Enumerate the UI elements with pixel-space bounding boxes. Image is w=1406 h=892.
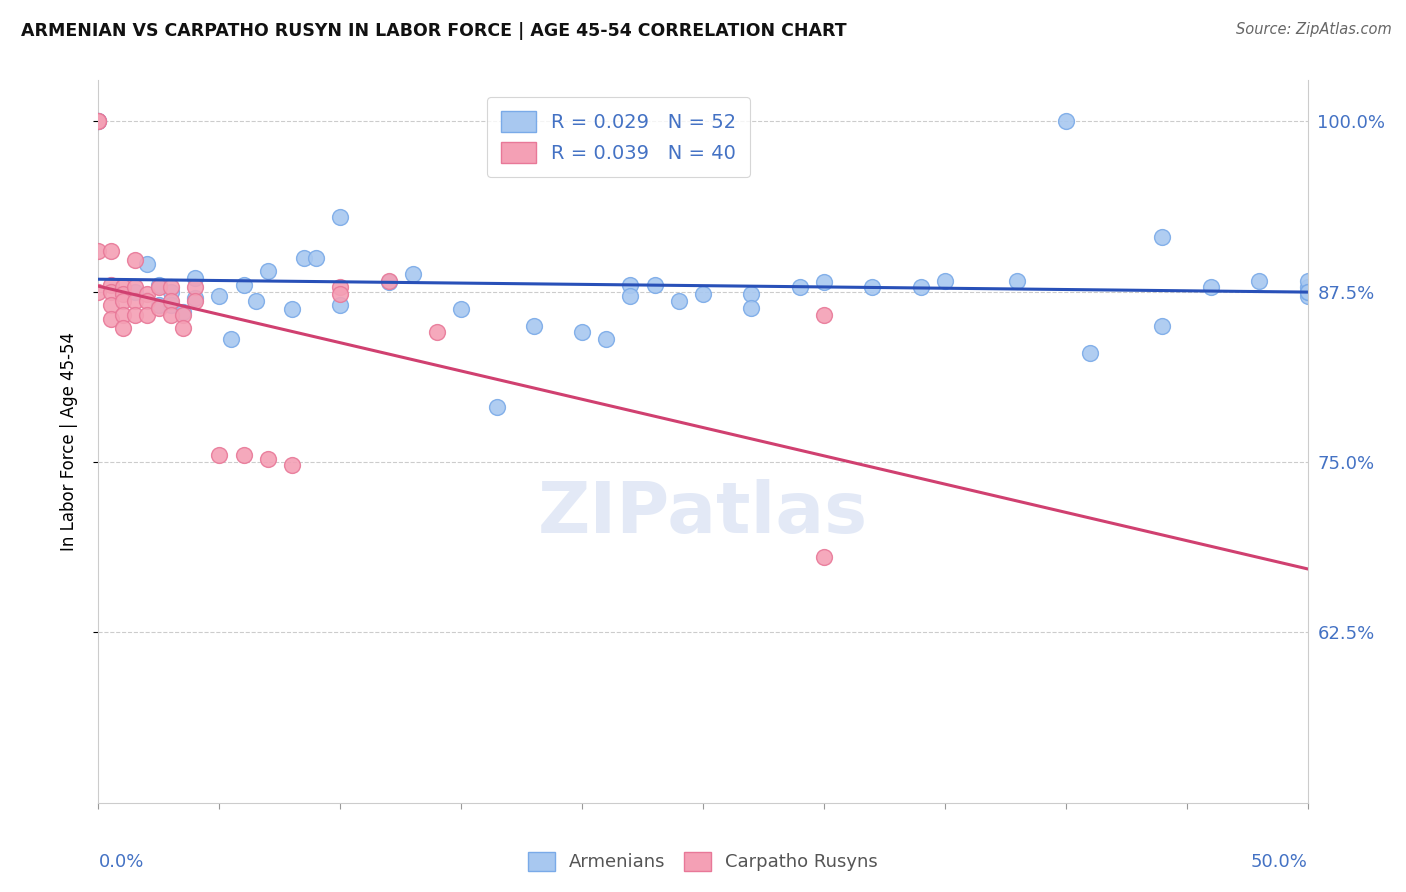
Point — [87, 244, 110, 258]
Point — [87, 114, 110, 128]
Point — [172, 308, 194, 322]
Point — [813, 550, 835, 565]
Point — [292, 251, 315, 265]
Point — [208, 288, 231, 302]
Point — [184, 292, 207, 306]
Point — [1296, 285, 1319, 299]
Point — [281, 302, 304, 317]
Point — [740, 301, 762, 315]
Point — [486, 401, 509, 415]
Point — [619, 288, 641, 302]
Point — [1007, 274, 1029, 288]
Point — [377, 275, 399, 289]
Point — [595, 332, 617, 346]
Point — [100, 311, 122, 326]
Point — [111, 280, 134, 294]
Point — [124, 280, 146, 294]
Point — [87, 114, 110, 128]
Point — [184, 280, 207, 294]
Point — [329, 287, 352, 301]
Point — [232, 277, 254, 292]
Point — [692, 287, 714, 301]
Point — [1054, 114, 1077, 128]
Point — [135, 294, 157, 309]
Point — [100, 277, 122, 292]
Point — [221, 332, 243, 346]
Point — [100, 298, 122, 312]
Point — [1296, 280, 1319, 294]
Point — [1249, 274, 1271, 288]
Point — [813, 308, 835, 322]
Point — [934, 274, 956, 288]
Text: Source: ZipAtlas.com: Source: ZipAtlas.com — [1236, 22, 1392, 37]
Point — [160, 298, 183, 312]
Point — [377, 274, 399, 288]
Point — [160, 308, 183, 322]
Point — [1296, 285, 1319, 299]
Point — [1152, 318, 1174, 333]
Point — [329, 280, 352, 294]
Text: ARMENIAN VS CARPATHO RUSYN IN LABOR FORCE | AGE 45-54 CORRELATION CHART: ARMENIAN VS CARPATHO RUSYN IN LABOR FORC… — [21, 22, 846, 40]
Point — [1152, 230, 1174, 244]
Point — [1078, 346, 1101, 360]
Point — [172, 305, 194, 319]
Point — [148, 298, 170, 312]
Point — [329, 298, 352, 312]
Point — [124, 253, 146, 268]
Point — [232, 448, 254, 462]
Point — [1199, 280, 1222, 294]
Point — [148, 280, 170, 294]
Point — [910, 280, 932, 294]
Point — [1296, 274, 1319, 288]
Point — [100, 285, 122, 299]
Point — [1296, 288, 1319, 302]
Point — [450, 302, 472, 317]
Point — [256, 452, 278, 467]
Text: ZIPatlas: ZIPatlas — [538, 479, 868, 549]
Point — [124, 308, 146, 322]
Point — [135, 287, 157, 301]
Point — [813, 275, 835, 289]
Point — [100, 244, 122, 258]
Point — [87, 114, 110, 128]
Point — [111, 321, 134, 335]
Point — [111, 308, 134, 322]
Point — [87, 114, 110, 128]
Point — [148, 301, 170, 315]
Text: 0.0%: 0.0% — [98, 854, 143, 871]
Point — [789, 280, 811, 294]
Point — [111, 294, 134, 309]
Point — [256, 264, 278, 278]
Point — [124, 294, 146, 309]
Point — [426, 326, 449, 340]
Point — [619, 277, 641, 292]
Point — [184, 294, 207, 309]
Text: 50.0%: 50.0% — [1251, 854, 1308, 871]
Point — [740, 287, 762, 301]
Point — [148, 277, 170, 292]
Point — [245, 294, 267, 309]
Legend: Armenians, Carpatho Rusyns: Armenians, Carpatho Rusyns — [519, 843, 887, 880]
Point — [208, 448, 231, 462]
Point — [87, 285, 110, 299]
Point — [111, 287, 134, 301]
Point — [402, 267, 425, 281]
Point — [160, 280, 183, 294]
Point — [305, 251, 328, 265]
Point — [571, 326, 593, 340]
Point — [124, 285, 146, 299]
Point — [523, 318, 546, 333]
Point — [172, 321, 194, 335]
Point — [135, 257, 157, 271]
Point — [329, 210, 352, 224]
Point — [160, 285, 183, 299]
Point — [281, 458, 304, 472]
Point — [160, 294, 183, 309]
Point — [860, 280, 883, 294]
Y-axis label: In Labor Force | Age 45-54: In Labor Force | Age 45-54 — [59, 332, 77, 551]
Point — [184, 271, 207, 285]
Point — [668, 294, 690, 309]
Point — [644, 277, 666, 292]
Point — [135, 308, 157, 322]
